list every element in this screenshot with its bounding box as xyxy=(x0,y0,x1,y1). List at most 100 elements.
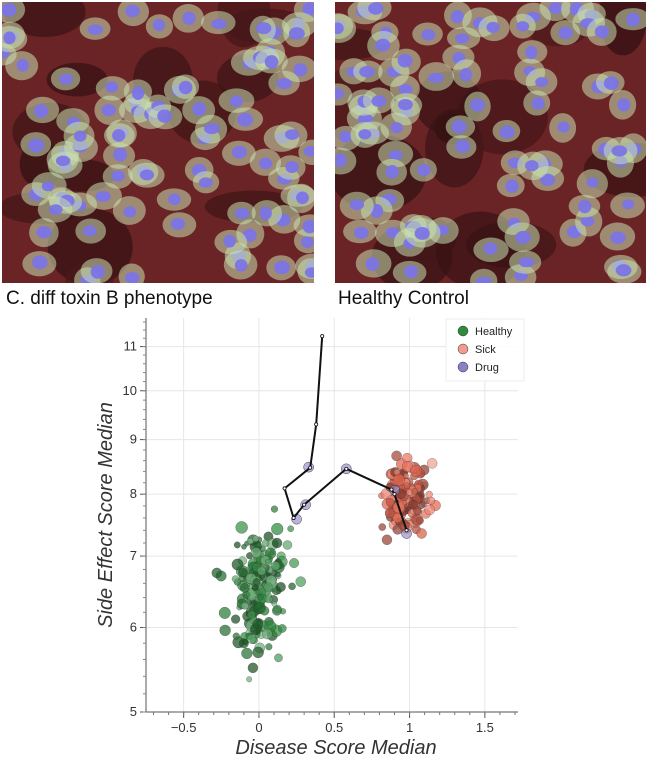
cell-nucleus xyxy=(90,264,105,279)
cell-nucleus xyxy=(603,76,619,91)
healthy-point xyxy=(241,647,253,660)
cell-nucleus xyxy=(303,145,314,157)
cell-nucleus xyxy=(276,78,292,90)
healthy-point xyxy=(261,628,273,640)
caption-healthy-control: Healthy Control xyxy=(338,288,469,309)
y-tick-label: 10 xyxy=(123,383,137,398)
cell-nucleus xyxy=(335,22,344,35)
cell-nucleus xyxy=(368,2,384,15)
legend-label-sick: Sick xyxy=(475,344,496,356)
x-tick-label: −0.5 xyxy=(171,720,197,735)
cell-nucleus xyxy=(302,219,314,234)
healthy-point xyxy=(259,606,270,616)
healthy-point xyxy=(247,662,259,674)
y-axis-ticks: 5 6 7 8 9 10 11 xyxy=(123,321,146,719)
cell-nucleus xyxy=(255,22,272,35)
cell-nucleus xyxy=(451,119,467,134)
trajectory-vertex xyxy=(314,422,319,427)
cell-nucleus xyxy=(264,55,279,69)
healthy-point xyxy=(287,525,295,533)
cell-nucleus xyxy=(516,21,530,32)
healthy-point xyxy=(277,624,287,633)
x-tick-label: 1.5 xyxy=(476,720,494,735)
dark-region xyxy=(47,208,133,283)
cell-nucleus xyxy=(82,225,97,237)
healthy-point xyxy=(264,547,277,559)
cell-nucleus xyxy=(365,257,379,271)
micrograph-cells-right xyxy=(335,2,646,283)
cell-nucleus xyxy=(483,242,498,255)
cell-nucleus xyxy=(301,236,314,249)
legend-swatch-sick xyxy=(457,343,469,355)
cell-nucleus xyxy=(535,77,549,88)
cell-nucleus xyxy=(475,276,492,283)
cell-nucleus xyxy=(32,255,48,270)
healthy-point xyxy=(232,632,240,640)
legend-label-drug: Drug xyxy=(475,362,499,374)
cell-nucleus xyxy=(125,4,140,18)
healthy-point xyxy=(264,558,273,567)
healthy-point xyxy=(238,567,248,578)
healthy-point xyxy=(219,624,231,637)
cell-nucleus xyxy=(302,2,314,17)
cell-nucleus xyxy=(139,169,155,181)
sick-point xyxy=(378,523,387,531)
x-axis-ticks: −0.5 0 0.5 1 1.5 xyxy=(153,712,516,735)
cell-nucleus xyxy=(124,272,140,283)
healthy-point xyxy=(263,582,273,592)
healthy-point xyxy=(270,561,281,571)
cell-nucleus xyxy=(36,226,52,239)
x-tick-label: 1 xyxy=(406,720,413,735)
cell-nucleus xyxy=(234,259,248,272)
cell-nucleus xyxy=(622,199,635,210)
cell-nucleus xyxy=(548,2,563,15)
cell-nucleus xyxy=(204,123,220,135)
cell-nucleus xyxy=(525,160,539,172)
cell-nucleus xyxy=(349,199,365,210)
healthy-point xyxy=(265,643,273,651)
cell-nucleus xyxy=(335,153,347,168)
cell-nucleus xyxy=(2,3,17,17)
healthy-point xyxy=(246,676,253,683)
cell-nucleus xyxy=(375,38,391,52)
cell-nucleus xyxy=(182,11,196,25)
healthy-point xyxy=(235,521,248,534)
cell-nucleus xyxy=(285,129,300,140)
cell-nucleus xyxy=(455,33,470,44)
healthy-point xyxy=(288,582,296,591)
healthy-point xyxy=(274,653,283,663)
sick-point xyxy=(381,534,393,545)
y-axis-title: Side Effect Score Median xyxy=(95,402,117,628)
y-tick-label: 8 xyxy=(130,486,137,501)
healthy-point xyxy=(231,575,239,583)
cell-nucleus xyxy=(192,102,207,116)
cell-nucleus xyxy=(178,80,193,95)
trajectory-line xyxy=(283,336,408,531)
trajectory-vertex xyxy=(392,492,397,497)
cell-nucleus xyxy=(469,98,486,112)
cell-nucleus xyxy=(615,264,632,277)
cell-nucleus xyxy=(398,84,413,95)
cell-nucleus xyxy=(237,112,254,127)
trajectory-vertex xyxy=(404,528,409,533)
sick-point xyxy=(424,504,435,516)
cell-nucleus xyxy=(455,139,471,153)
cell-nucleus xyxy=(385,164,399,179)
cell-nucleus xyxy=(390,122,403,134)
cell-nucleus xyxy=(486,21,500,34)
cell-nucleus xyxy=(16,58,29,72)
trajectory-vertex xyxy=(282,486,287,491)
cell-nucleus xyxy=(288,27,305,40)
cell-nucleus xyxy=(123,206,137,218)
healthy-point xyxy=(233,541,241,549)
legend: Healthy Sick Drug xyxy=(445,318,525,382)
healthy-point xyxy=(275,582,286,592)
cell-nucleus xyxy=(55,155,71,167)
healthy-point xyxy=(241,601,249,610)
healthy-point xyxy=(257,593,264,601)
cell-nucleus xyxy=(525,45,538,60)
healthy-point xyxy=(251,584,259,592)
cell-nucleus xyxy=(617,98,631,112)
sick-point xyxy=(385,497,395,507)
cell-nucleus xyxy=(404,265,419,279)
